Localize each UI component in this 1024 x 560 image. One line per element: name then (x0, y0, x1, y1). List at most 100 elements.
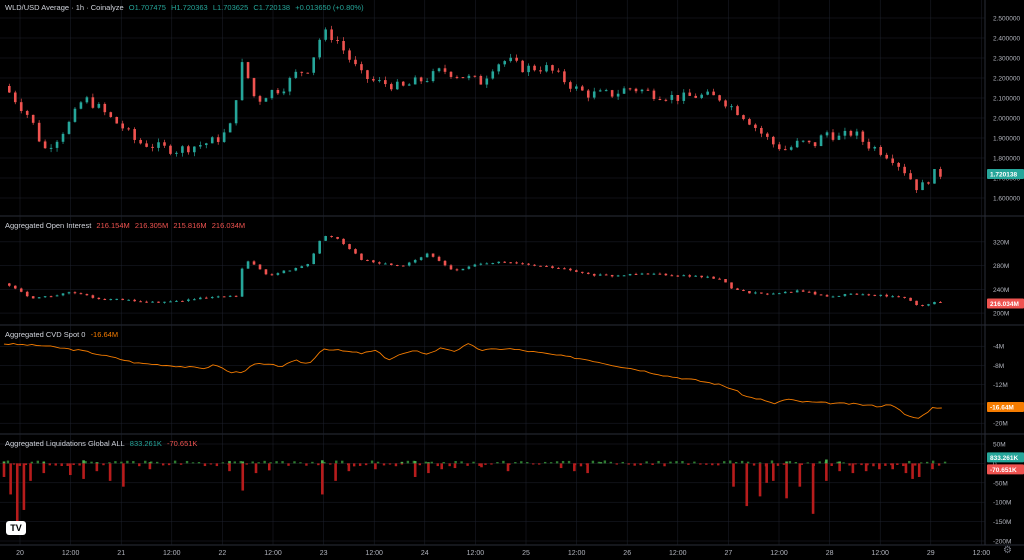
liq-long-bar (734, 461, 738, 464)
cvd-line (3, 343, 942, 419)
candle-down (79, 293, 83, 295)
liq-long-bar (908, 460, 911, 464)
time-tick-label: 12:00 (871, 550, 889, 557)
symbol-title: WLD/USD Average · 1h · Coinalyze (5, 3, 124, 12)
candle-down (521, 60, 524, 73)
candle-down (664, 273, 668, 276)
candle-up (921, 182, 924, 191)
candle-down (801, 290, 805, 292)
candle-down (258, 264, 262, 270)
liq-short-bar (785, 463, 788, 499)
price-panel[interactable] (8, 25, 942, 194)
candle-up (175, 300, 178, 302)
liq-short-bar (896, 463, 899, 465)
liq-short-bar (937, 463, 941, 466)
liq-short-bar (506, 463, 510, 472)
candle-down (551, 65, 554, 71)
open-interest-panel[interactable] (8, 235, 942, 307)
candle-up (163, 301, 166, 303)
candle-up (85, 97, 89, 103)
candle-down (336, 39, 339, 42)
liq-short-bar (579, 463, 583, 467)
candle-up (479, 263, 483, 265)
candle-up (485, 78, 489, 85)
candle-down (742, 115, 745, 120)
candle-up (324, 29, 327, 40)
liq-long-bar (836, 461, 839, 464)
candle-up (264, 98, 268, 102)
liq-short-bar (687, 463, 690, 465)
candle-down (742, 289, 745, 292)
liq-long-bar (144, 460, 147, 464)
candle-up (288, 77, 292, 92)
y-tick-label: 240M (993, 287, 1009, 294)
time-axis: 20 12:00 21 12:00 22 12:00 23 12:00 24 12:00 25 12:… (16, 550, 990, 557)
candle-up (497, 64, 501, 72)
liq-short-bar (245, 463, 248, 465)
liq-short-bar (699, 463, 702, 465)
liq-short-bar (878, 463, 881, 470)
candle-down (724, 100, 727, 107)
candle-down (730, 282, 733, 289)
candle-up (682, 275, 686, 277)
candle-up (545, 65, 548, 72)
candle-down (628, 88, 632, 90)
liq-short-bar (711, 463, 714, 466)
liq-long-bar (770, 460, 774, 464)
candle-up (772, 293, 775, 295)
liq-short-bar (305, 463, 308, 466)
y-tick-label: -100M (993, 500, 1011, 507)
liq-short-bar (866, 463, 869, 466)
candle-down (348, 50, 351, 60)
liquidations-panel[interactable] (2, 459, 947, 530)
liq-long-bar (454, 460, 457, 464)
candle-down (31, 296, 35, 299)
candle-down (509, 262, 512, 264)
candle-down (921, 305, 924, 307)
candle-up (228, 295, 232, 297)
candle-down (449, 71, 453, 77)
liq-long-bar (120, 461, 123, 464)
candle-down (449, 265, 453, 270)
liq-short-bar (95, 463, 99, 472)
liq-short-bar (334, 463, 337, 481)
liq-title: Aggregated Liquidations Global ALL (5, 439, 125, 448)
liq-short-bar (811, 463, 815, 514)
candle-up (879, 294, 883, 296)
liq-short-bar (82, 463, 85, 479)
candle-up (413, 77, 417, 85)
candle-down (145, 301, 148, 303)
liq-long-bar (543, 461, 547, 464)
candle-down (8, 283, 11, 286)
candle-up (598, 90, 602, 92)
candle-up (282, 91, 286, 94)
time-tick-label: 29 (927, 550, 935, 557)
time-tick-label: 12:00 (669, 550, 687, 557)
liq-long-tag: 833.261K (990, 455, 1018, 462)
candle-down (264, 269, 268, 275)
liq-long-bar (549, 462, 553, 464)
gear-icon[interactable]: ⚙ (1003, 545, 1012, 556)
liq-short-bar (872, 463, 875, 467)
cvd-panel[interactable] (3, 343, 942, 419)
candle-down (342, 238, 345, 245)
candle-up (640, 89, 644, 92)
candle-up (97, 103, 101, 108)
liq-short-bar (854, 463, 857, 465)
candle-down (867, 294, 871, 296)
candle-down (939, 169, 942, 177)
tradingview-logo[interactable]: TV (6, 521, 26, 535)
liq-long-bar (126, 460, 129, 464)
candle-up (67, 121, 71, 134)
liq-long-bar (645, 461, 648, 464)
candle-down (372, 78, 375, 81)
candle-down (73, 292, 77, 294)
liq-short-bar (860, 463, 863, 466)
candle-up (175, 152, 178, 154)
candle-down (855, 293, 859, 295)
candle-down (127, 128, 130, 130)
candle-up (151, 301, 154, 303)
candle-down (789, 291, 793, 293)
time-tick-label: 12:00 (467, 550, 485, 557)
